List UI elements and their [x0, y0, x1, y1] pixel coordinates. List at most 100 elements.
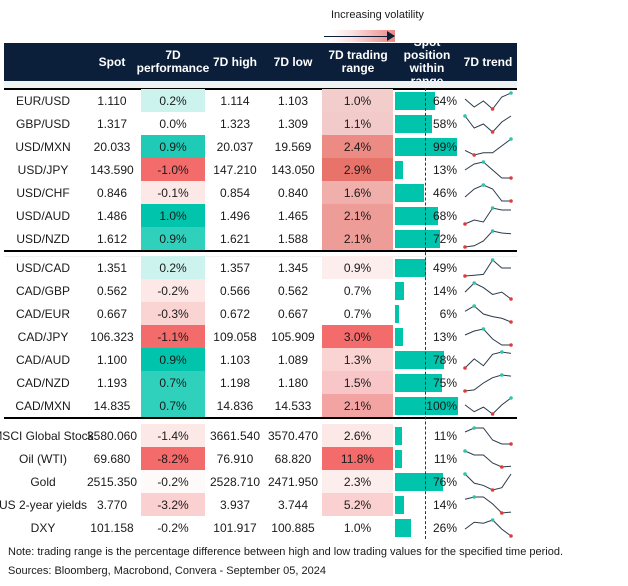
- trend-max-marker: [509, 91, 513, 95]
- legend-label: Increasing volatility: [331, 9, 424, 21]
- low-value: 1.345: [277, 260, 309, 275]
- low-value: 2471.950: [267, 474, 319, 489]
- low-value: 14.533: [274, 398, 312, 413]
- table-row: Oil (WTI) 69.680 -8.2% 76.910 68.820 11.…: [0, 447, 520, 470]
- spot-value: 69.680: [93, 451, 131, 466]
- trend-line: [464, 427, 511, 445]
- trading-range-cell: 2.6%: [322, 424, 393, 447]
- position-bar: [395, 397, 458, 415]
- spot-value: 143.590: [90, 162, 134, 177]
- table-row: USD/CAD 1.351 0.2% 1.357 1.345 0.9% 49%: [0, 256, 520, 279]
- table-row: CAD/AUD 1.100 0.9% 1.103 1.089 1.3% 78%: [0, 348, 520, 371]
- spot-value: 20.033: [93, 139, 131, 154]
- trend-min-marker: [463, 366, 467, 370]
- header-high: 7D high: [213, 54, 257, 69]
- high-value: 147.210: [213, 162, 257, 177]
- trend-min-marker: [490, 107, 495, 111]
- instrument-name: CAD/GBP: [15, 283, 70, 298]
- table-row: USD/NZD 1.612 0.9% 1.621 1.588 2.1% 72%: [0, 227, 520, 250]
- position-bar: [395, 138, 458, 156]
- trend-sparkline: [463, 373, 512, 393]
- position-percent: 46%: [432, 185, 457, 200]
- performance-cell: 0.9%: [141, 348, 205, 371]
- trend-sparkline: [463, 229, 512, 249]
- trend-max-marker: [490, 258, 495, 262]
- trend-sparkline: [463, 114, 512, 134]
- header-spacer: [4, 81, 517, 88]
- position-bar: [395, 207, 438, 225]
- header-range-line1: 7D trading: [328, 48, 388, 62]
- spot-value: 2515.350: [86, 474, 138, 489]
- divider: [4, 256, 517, 257]
- table-row: USD/JPY 143.590 -1.0% 147.210 143.050 2.…: [0, 158, 520, 181]
- position-bar: [395, 496, 404, 514]
- trend-max-marker: [481, 183, 486, 187]
- position-percent: 49%: [432, 260, 457, 275]
- high-value: 1.621: [219, 231, 251, 246]
- trend-line: [464, 496, 512, 514]
- position-bar: [395, 259, 426, 277]
- table-row: CAD/MXN 14.835 0.7% 14.836 14.533 2.1% 1…: [0, 394, 520, 417]
- spot-value: 1.351: [96, 260, 128, 275]
- trend-line: [464, 328, 511, 346]
- position-percent: 26%: [432, 520, 457, 535]
- position-percent: 72%: [432, 231, 457, 246]
- performance-cell: 0.2%: [141, 89, 205, 112]
- position-bar: [395, 351, 445, 369]
- performance-cell: 1.0%: [141, 204, 205, 227]
- trend-max-marker: [463, 472, 467, 476]
- instrument-name: USD/AUD: [15, 208, 70, 223]
- trend-min-marker: [509, 320, 513, 324]
- position-bar: [395, 161, 404, 179]
- trend-line: [464, 473, 512, 491]
- trend-min-marker: [490, 412, 495, 416]
- trend-sparkline: [464, 281, 513, 301]
- position-bar: [395, 305, 399, 323]
- high-value: 3.937: [219, 497, 251, 512]
- instrument-name: MSCI Global Stock: [0, 428, 94, 443]
- trend-sparkline: [464, 327, 513, 347]
- low-value: 3.744: [277, 497, 309, 512]
- position-percent: 78%: [432, 352, 457, 367]
- position-bar: [395, 473, 443, 491]
- trend-line: [464, 305, 512, 323]
- low-value: 1.309: [277, 116, 309, 131]
- table-row: CAD/GBP 0.562 -0.2% 0.566 0.562 0.7% 14%: [0, 279, 520, 302]
- high-value: 0.566: [219, 283, 251, 298]
- low-value: 0.840: [277, 185, 309, 200]
- spot-value: 1.612: [96, 231, 128, 246]
- header-perf: 7D performance: [137, 43, 210, 81]
- trend-min-marker: [509, 176, 513, 180]
- position-percent: 64%: [432, 93, 457, 108]
- high-value: 1.103: [219, 352, 251, 367]
- high-value: 1.496: [219, 208, 251, 223]
- trading-range-cell: 2.1%: [322, 204, 393, 227]
- trend-line: [464, 138, 512, 156]
- table-row: USD/CHF 0.846 -0.1% 0.854 0.840 1.6% 46%: [0, 181, 520, 204]
- table-row: DXY 101.158 -0.2% 101.917 100.885 1.0% 2…: [0, 516, 520, 539]
- performance-cell: 0.9%: [141, 135, 205, 158]
- low-value: 1.089: [277, 352, 309, 367]
- performance-cell: 0.7%: [141, 371, 205, 394]
- low-value: 68.820: [274, 451, 312, 466]
- trend-max-marker: [500, 350, 504, 354]
- trend-min-marker: [472, 153, 476, 157]
- position-bar: [395, 427, 402, 445]
- trend-line: [464, 115, 512, 133]
- trend-max-marker: [481, 327, 486, 331]
- trend-sparkline: [463, 258, 511, 278]
- trend-min-marker: [500, 465, 504, 469]
- position-percent: 11%: [433, 428, 457, 443]
- instrument-name: USD/NZD: [16, 231, 70, 246]
- high-value: 101.917: [213, 520, 257, 535]
- table-row: USD/MXN 20.033 0.9% 20.037 19.569 2.4% 9…: [0, 135, 520, 158]
- position-bar: [395, 230, 441, 248]
- performance-cell: -0.3%: [141, 302, 205, 325]
- trading-range-cell: 2.4%: [322, 135, 393, 158]
- high-value: 1.198: [219, 375, 251, 390]
- trading-range-cell: 11.8%: [322, 447, 393, 470]
- trend-max-marker: [472, 426, 476, 430]
- trend-line: [464, 161, 511, 179]
- header-range: 7D trading range: [322, 43, 394, 81]
- trading-range-cell: 2.3%: [322, 470, 393, 493]
